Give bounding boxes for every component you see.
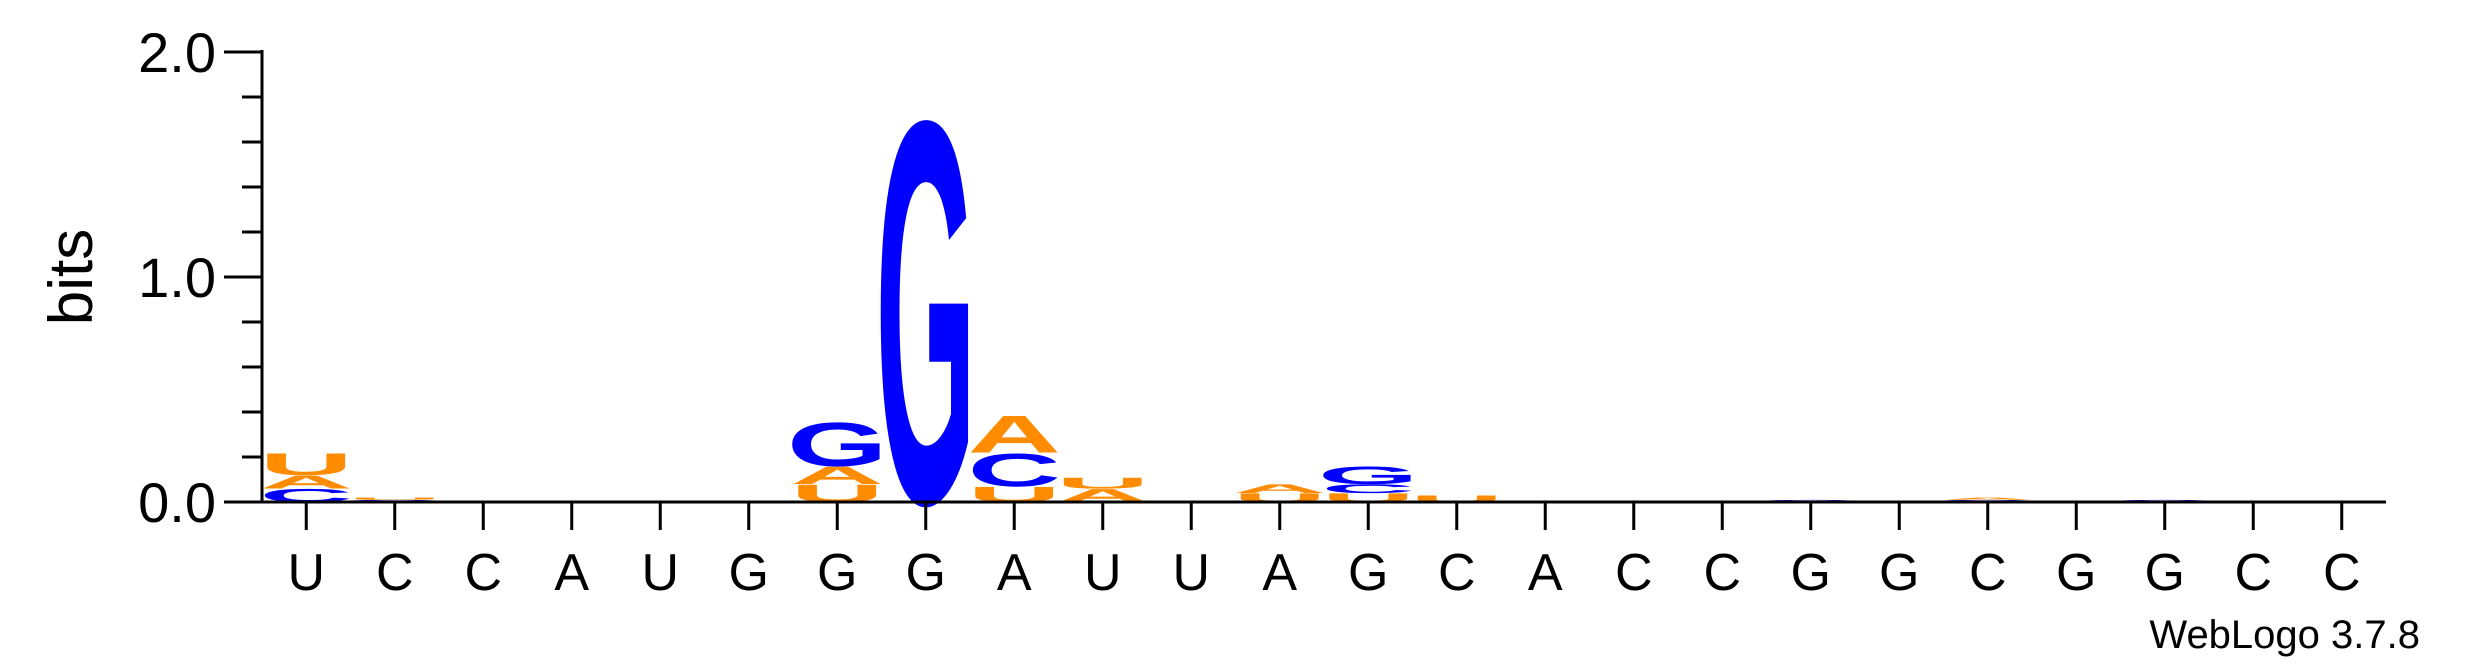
logo-letter-u: U — [1410, 494, 1503, 504]
y-tick-label: 1.0 — [138, 246, 216, 309]
x-tick-label: C — [1438, 544, 1476, 602]
weblogo-credit: WebLogo 3.7.8 — [2149, 613, 2420, 657]
x-tick-label: A — [554, 544, 589, 602]
x-tick-label: C — [376, 544, 414, 602]
x-tick-label: G — [1791, 544, 1831, 602]
logo-letter-u: U — [348, 497, 441, 500]
x-tick-label: A — [997, 544, 1032, 602]
logo-letter-c: C — [1322, 482, 1415, 496]
logo-letter-c: C — [968, 444, 1061, 497]
logo-letter-g: G — [787, 409, 888, 479]
x-tick-label: G — [1879, 544, 1919, 602]
x-tick-label: A — [1262, 544, 1297, 602]
x-tick-label: C — [2323, 544, 2361, 602]
logo-letter-a: A — [1233, 482, 1326, 496]
x-tick-label: U — [1172, 544, 1210, 602]
x-tick-label: G — [906, 544, 946, 602]
x-tick-label: G — [729, 544, 769, 602]
logo-letter-g: G — [1318, 461, 1419, 489]
logo-letter-u: U — [1056, 474, 1149, 491]
x-tick-label: A — [1528, 544, 1563, 602]
axes — [260, 50, 2386, 504]
logo-letter-a: A — [968, 404, 1061, 464]
x-tick-label: G — [1348, 544, 1388, 602]
logo-letter-a: A — [260, 471, 353, 492]
x-tick-label: U — [641, 544, 679, 602]
x-tick-label: G — [2056, 544, 2096, 602]
letter-stacks: CAUGUAUAGGUCAAUUAUCGUAGGAG — [260, 8, 2216, 619]
x-tick-label: G — [817, 544, 857, 602]
x-tick-label: C — [1969, 544, 2007, 602]
y-tick-label: 0.0 — [138, 471, 216, 534]
x-tick-label: C — [1703, 544, 1741, 602]
x-tick-label: C — [1615, 544, 1653, 602]
logo-letter-a: A — [1941, 497, 2034, 500]
x-tick-label: C — [464, 544, 502, 602]
y-axis-label: bits — [37, 229, 106, 325]
x-tick-label: U — [1084, 544, 1122, 602]
x-tick-label: U — [287, 544, 325, 602]
logo-letter-a: A — [791, 461, 884, 489]
logo-letter-u: U — [260, 447, 353, 482]
x-tick-label: C — [2234, 544, 2272, 602]
y-ticks: 0.0 1.0 2.0 — [138, 21, 262, 534]
x-tick-label: G — [2145, 544, 2185, 602]
y-tick-label: 2.0 — [138, 21, 216, 84]
